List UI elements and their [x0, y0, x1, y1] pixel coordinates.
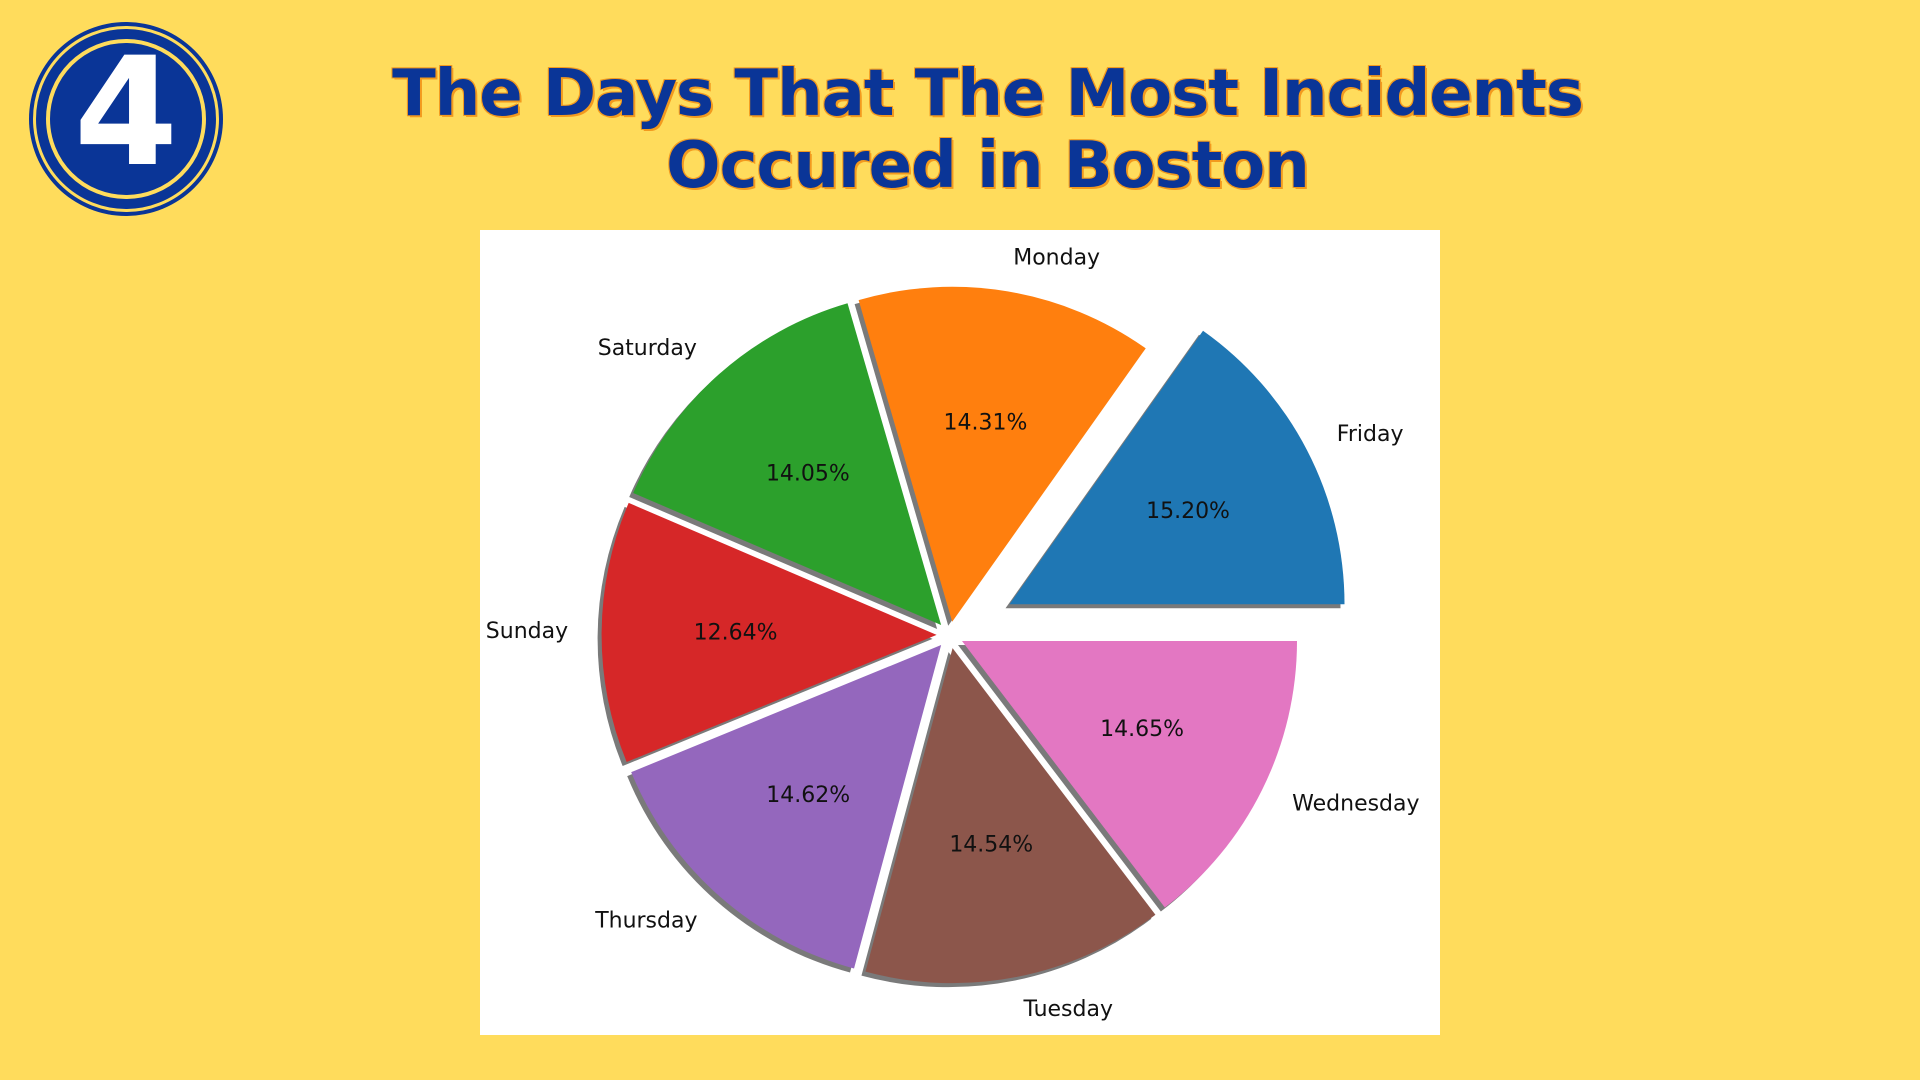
pie-slice-friday: [1009, 330, 1345, 605]
slice-percent-sunday: 12.64%: [694, 620, 778, 645]
pie-slice-wednesday: [962, 640, 1298, 908]
slice-percent-saturday: 14.05%: [766, 461, 850, 486]
slice-percent-monday: 14.31%: [944, 411, 1028, 436]
slice-label-sunday: Sunday: [486, 619, 568, 644]
slice-label-thursday: Thursday: [594, 909, 697, 934]
badge-number: 4: [73, 26, 179, 200]
pie-slice-saturday: [633, 303, 942, 625]
slice-percent-tuesday: 14.54%: [949, 832, 1033, 857]
number-badge: 4: [33, 26, 219, 212]
pie-slice-monday: [858, 286, 1146, 622]
number-badge-inner: 4: [46, 26, 206, 200]
chart-title: The Days That The Most Incidents Occured…: [392, 57, 1584, 203]
chart-panel: Friday 15.20% Monday 14.31% Saturday 14.05% Su…: [480, 230, 1440, 1035]
pie-slice-sunday: [601, 502, 937, 763]
slice-label-monday: Monday: [1013, 245, 1100, 270]
slice-percent-thursday: 14.62%: [766, 783, 850, 808]
slice-label-saturday: Saturday: [598, 336, 697, 361]
slice-label-wednesday: Wednesday: [1292, 792, 1419, 817]
pie-slice-thursday: [631, 645, 942, 969]
slice-percent-wednesday: 14.65%: [1100, 717, 1184, 742]
slice-label-tuesday: Tuesday: [1022, 997, 1113, 1022]
slice-label-friday: Friday: [1337, 422, 1404, 447]
pie-slice-tuesday: [865, 648, 1156, 984]
slice-percent-friday: 15.20%: [1146, 499, 1230, 524]
pie-chart: Friday 15.20% Monday 14.31% Saturday 14.05% Su…: [486, 245, 1420, 1022]
